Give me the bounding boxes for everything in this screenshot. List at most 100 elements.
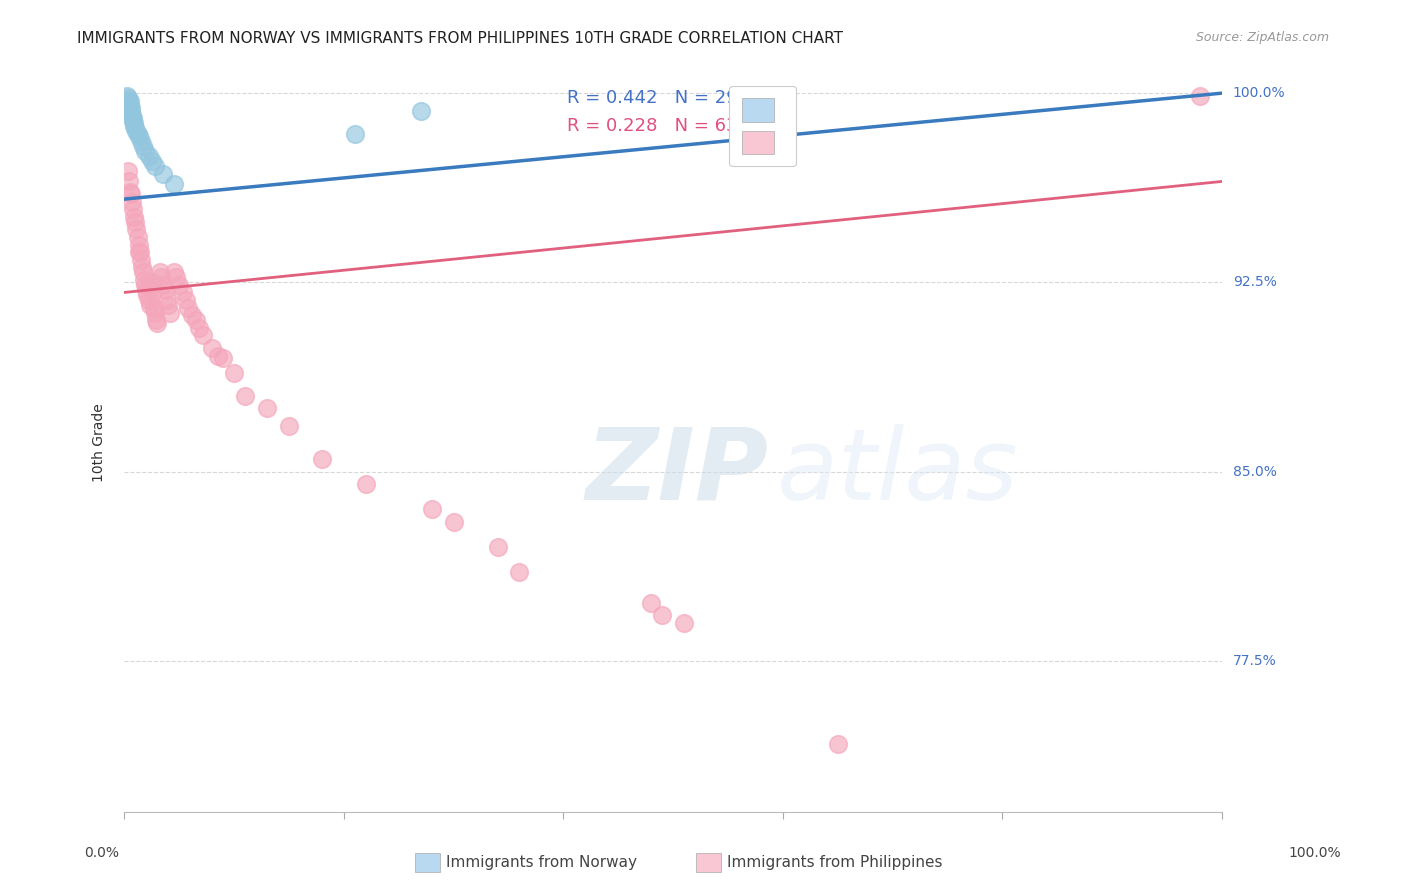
Point (163, 265, 186, 279)
Point (354, 477, 377, 491)
Point (122, 112, 145, 126)
Point (152, 167, 174, 181)
Point (118, 99, 141, 113)
Point (120, 103, 142, 118)
Point (157, 298, 180, 312)
Point (122, 202, 145, 217)
Text: 77.5%: 77.5% (1233, 654, 1277, 668)
Point (128, 245, 150, 260)
Point (136, 288, 159, 302)
Point (118, 94, 141, 108)
Point (181, 308, 204, 322)
Text: 100.0%: 100.0% (1288, 846, 1341, 860)
Point (128, 237, 150, 252)
Point (118, 94, 141, 108)
Point (1188, 88, 1211, 103)
Point (141, 276, 163, 290)
Point (409, 103, 432, 118)
Point (120, 101, 142, 115)
Point (207, 349, 229, 363)
Text: 92.5%: 92.5% (1233, 276, 1277, 289)
Point (159, 305, 181, 319)
Point (143, 301, 166, 315)
Text: 85.0%: 85.0% (1233, 465, 1277, 478)
Point (167, 277, 190, 292)
Point (174, 293, 197, 307)
Point (163, 177, 186, 191)
Point (122, 210, 145, 224)
Point (138, 149, 160, 163)
Text: IMMIGRANTS FROM NORWAY VS IMMIGRANTS FROM PHILIPPINES 10TH GRADE CORRELATION CHA: IMMIGRANTS FROM NORWAY VS IMMIGRANTS FRO… (77, 31, 844, 46)
Point (134, 144, 156, 158)
Point (132, 139, 155, 153)
Point (122, 114, 145, 128)
Point (131, 260, 153, 275)
Point (124, 121, 146, 136)
Text: R = 0.228   N = 63: R = 0.228 N = 63 (567, 117, 737, 136)
Point (278, 419, 301, 434)
Point (121, 109, 143, 123)
Point (142, 285, 165, 300)
Point (134, 277, 156, 292)
Point (122, 119, 145, 133)
Point (115, 88, 138, 103)
Point (143, 159, 166, 173)
Point (121, 112, 143, 126)
Point (129, 252, 152, 267)
Point (125, 124, 148, 138)
Point (343, 127, 366, 141)
Text: R = 0.442   N = 29: R = 0.442 N = 29 (567, 89, 737, 107)
Point (827, 737, 849, 751)
Text: 100.0%: 100.0% (1233, 87, 1285, 100)
Point (486, 540, 509, 554)
Point (128, 129, 150, 144)
Point (508, 566, 530, 580)
Point (121, 194, 143, 209)
Point (149, 270, 172, 285)
Point (128, 245, 150, 260)
Point (120, 106, 142, 120)
Point (122, 116, 145, 130)
Point (129, 134, 152, 148)
Point (165, 270, 187, 285)
Point (651, 608, 673, 623)
Point (146, 316, 169, 330)
Point (127, 230, 149, 244)
Point (420, 502, 443, 516)
Point (172, 285, 194, 300)
Point (256, 401, 278, 416)
Point (156, 293, 179, 307)
Point (152, 277, 174, 292)
Point (640, 596, 662, 610)
Point (201, 341, 224, 355)
Point (212, 351, 235, 365)
Point (118, 96, 141, 111)
Text: 0.0%: 0.0% (84, 846, 118, 860)
Point (141, 154, 163, 169)
Text: ZIP: ZIP (585, 424, 768, 521)
Point (148, 265, 170, 279)
Point (143, 305, 166, 319)
Point (138, 298, 160, 312)
Text: atlas: atlas (778, 424, 1019, 521)
Point (138, 293, 160, 307)
Point (125, 222, 148, 236)
Point (145, 313, 167, 327)
Point (184, 313, 207, 327)
Point (193, 328, 215, 343)
Point (124, 215, 146, 229)
Point (135, 283, 157, 297)
Point (188, 320, 211, 334)
Point (117, 91, 139, 105)
Legend: , : , (728, 86, 796, 167)
Y-axis label: 10th Grade: 10th Grade (93, 403, 107, 482)
Point (177, 301, 200, 315)
Point (443, 515, 465, 529)
Point (233, 389, 256, 403)
Point (117, 164, 139, 178)
Point (118, 185, 141, 199)
Point (134, 273, 156, 287)
Point (224, 366, 246, 380)
Point (132, 265, 155, 279)
Point (673, 615, 696, 630)
